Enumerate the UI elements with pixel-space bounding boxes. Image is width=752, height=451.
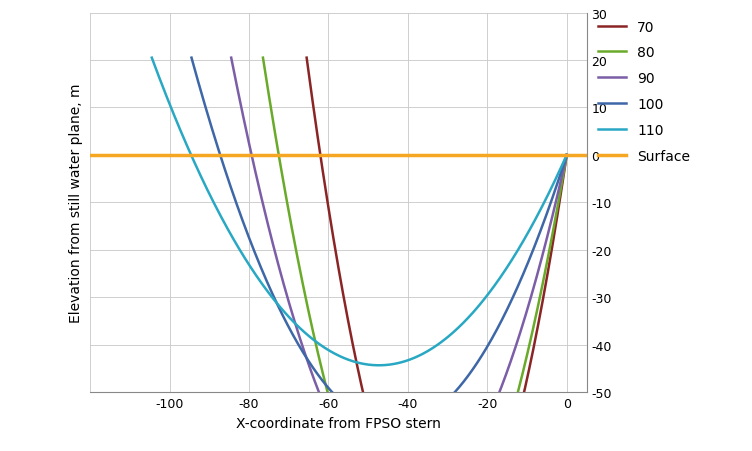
110	[344, 357, 353, 363]
100	[554, 178, 563, 184]
70	[516, 405, 525, 411]
70	[562, 153, 572, 158]
X-axis label: X-coordinate from FPSO stern: X-coordinate from FPSO stern	[236, 416, 441, 430]
Line: 110: 110	[152, 59, 567, 365]
110	[147, 56, 156, 61]
110	[374, 363, 384, 368]
110	[395, 360, 404, 366]
80	[556, 191, 565, 197]
Legend: 70, 80, 90, 100, 110, Surface: 70, 80, 90, 100, 110, Surface	[599, 20, 690, 163]
100	[496, 322, 505, 327]
90	[562, 153, 572, 158]
70	[302, 56, 311, 61]
Line: 100: 100	[192, 59, 567, 426]
100	[562, 153, 572, 158]
80	[259, 56, 268, 61]
80	[562, 153, 572, 158]
Line: 70: 70	[307, 59, 567, 451]
110	[562, 153, 572, 158]
70	[556, 190, 566, 196]
110	[553, 173, 562, 178]
100	[391, 423, 400, 429]
100	[187, 56, 196, 61]
110	[488, 285, 497, 291]
100	[411, 419, 420, 424]
90	[226, 56, 235, 61]
90	[502, 370, 511, 375]
Y-axis label: Elevation from still water plane, m: Elevation from still water plane, m	[69, 83, 83, 322]
90	[555, 185, 564, 191]
100	[368, 419, 377, 425]
Line: 90: 90	[231, 59, 567, 451]
100	[365, 419, 374, 424]
Line: 80: 80	[263, 59, 567, 451]
100	[390, 423, 399, 429]
110	[371, 363, 381, 368]
110	[347, 358, 356, 364]
80	[508, 410, 517, 415]
